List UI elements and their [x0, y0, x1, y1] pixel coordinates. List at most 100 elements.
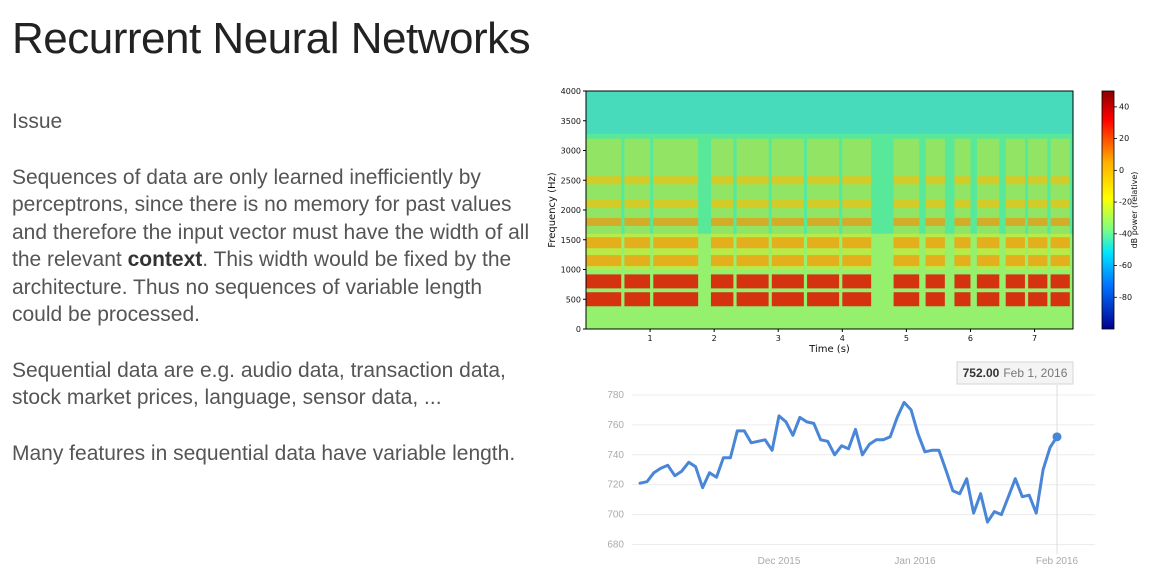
- x-tick-label: 1: [648, 334, 653, 343]
- price-tooltip: 752.00 Feb 1, 2016: [956, 361, 1074, 385]
- formant-band: [1005, 274, 1025, 289]
- formant-band: [1005, 255, 1025, 267]
- voiced-segment: [925, 138, 945, 270]
- formant-band: [586, 255, 622, 267]
- colorbar: [1101, 90, 1115, 330]
- formant-band: [893, 274, 920, 289]
- spectrogram-chart: 0 500 1000 1500 2000 2500 3000 3500 4000 1 2 3 4 5 6 7 T…: [547, 87, 1139, 355]
- x-tick-label: 4: [840, 334, 845, 343]
- formant-band: [893, 200, 920, 209]
- y-tick-label: 720: [607, 480, 624, 491]
- y-tick-label: 500: [566, 295, 581, 304]
- formant-band: [771, 274, 804, 289]
- voiced-segment: [1050, 138, 1070, 270]
- paragraph-perceptron-limits: Sequences of data are only learned ineff…: [12, 164, 532, 329]
- y-tick-label: 1500: [561, 236, 581, 245]
- voiced-segment: [736, 138, 769, 270]
- formant-band: [1050, 274, 1070, 289]
- x-tick-label: 3: [776, 334, 781, 343]
- formant-band: [710, 200, 734, 209]
- voiced-segment: [771, 138, 804, 270]
- colorbar-tick-label: -40: [1119, 229, 1132, 238]
- formant-band: [976, 274, 1000, 289]
- formant-band: [925, 217, 945, 226]
- x-tick-label: Jan 2016: [894, 556, 936, 567]
- slide-title: Recurrent Neural Networks: [12, 14, 531, 63]
- formant-band: [1028, 217, 1048, 226]
- paragraph-variable-length: Many features in sequential data have va…: [12, 441, 516, 465]
- formant-band: [736, 292, 769, 307]
- colorbar-tick-label: -80: [1119, 293, 1132, 302]
- voiced-segment: [653, 138, 699, 270]
- voiced-segment: [1005, 138, 1025, 270]
- formant-band: [586, 274, 622, 289]
- spectrogram-plot-area: [585, 90, 1074, 330]
- formant-band: [736, 217, 769, 226]
- formant-band: [976, 176, 1000, 185]
- colorbar-tick-label: 0: [1119, 166, 1124, 175]
- voiced-segment: [893, 138, 920, 270]
- formant-band: [653, 292, 699, 307]
- formant-band: [624, 217, 651, 226]
- issue-heading: Issue: [12, 110, 63, 133]
- formant-band: [842, 255, 872, 267]
- formant-band: [736, 274, 769, 289]
- formant-band: [736, 176, 769, 185]
- formant-band: [653, 237, 699, 249]
- formant-band: [807, 274, 840, 289]
- formant-band: [954, 274, 971, 289]
- x-tick-label: 6: [968, 334, 973, 343]
- x-axis-label: Time (s): [808, 344, 850, 355]
- y-axis-label: Frequency (Hz): [547, 172, 558, 248]
- formant-band: [925, 292, 945, 307]
- formant-band: [893, 255, 920, 267]
- formant-band: [771, 237, 804, 249]
- formant-band: [1005, 217, 1025, 226]
- spectrogram-high-band: [586, 91, 1073, 134]
- formant-band: [771, 292, 804, 307]
- slide-body: Issue Sequences of data are only learned…: [12, 108, 532, 495]
- formant-band: [624, 176, 651, 185]
- voiced-segment: [710, 138, 734, 270]
- formant-band: [736, 237, 769, 249]
- formant-band: [893, 237, 920, 249]
- voiced-segment: [586, 138, 622, 270]
- formant-band: [1050, 176, 1070, 185]
- formant-band: [925, 200, 945, 209]
- formant-band: [925, 237, 945, 249]
- y-tick-label: 680: [607, 540, 624, 551]
- y-tick-label: 4000: [561, 87, 581, 96]
- formant-band: [842, 274, 872, 289]
- formant-band: [842, 200, 872, 209]
- formant-band: [586, 292, 622, 307]
- formant-band: [771, 255, 804, 267]
- formant-band: [710, 176, 734, 185]
- formant-band: [1028, 176, 1048, 185]
- voiced-segment: [842, 138, 872, 270]
- formant-band: [1028, 200, 1048, 209]
- formant-band: [624, 274, 651, 289]
- tooltip-box: [956, 361, 1074, 385]
- colorbar-tick-label: 20: [1119, 134, 1129, 143]
- formant-band: [925, 255, 945, 267]
- colorbar-tick-label: -60: [1119, 261, 1132, 270]
- formant-band: [586, 176, 622, 185]
- formant-band: [1005, 292, 1025, 307]
- x-tick-label: Dec 2015: [758, 556, 801, 567]
- formant-band: [771, 217, 804, 226]
- formant-band: [954, 292, 971, 307]
- formant-band: [1005, 176, 1025, 185]
- formant-band: [976, 217, 1000, 226]
- y-tick-label: 0: [576, 325, 581, 334]
- formant-band: [771, 200, 804, 209]
- formant-band: [710, 292, 734, 307]
- x-tick-label: Feb 2016: [1036, 556, 1079, 567]
- colorbar-label: dB power (relative): [1130, 172, 1139, 249]
- context-keyword: context: [127, 248, 203, 271]
- formant-band: [954, 237, 971, 249]
- y-tick-label: 2000: [561, 206, 581, 215]
- formant-band: [807, 237, 840, 249]
- formant-band: [586, 200, 622, 209]
- y-tick-label: 3000: [561, 147, 581, 156]
- formant-band: [653, 255, 699, 267]
